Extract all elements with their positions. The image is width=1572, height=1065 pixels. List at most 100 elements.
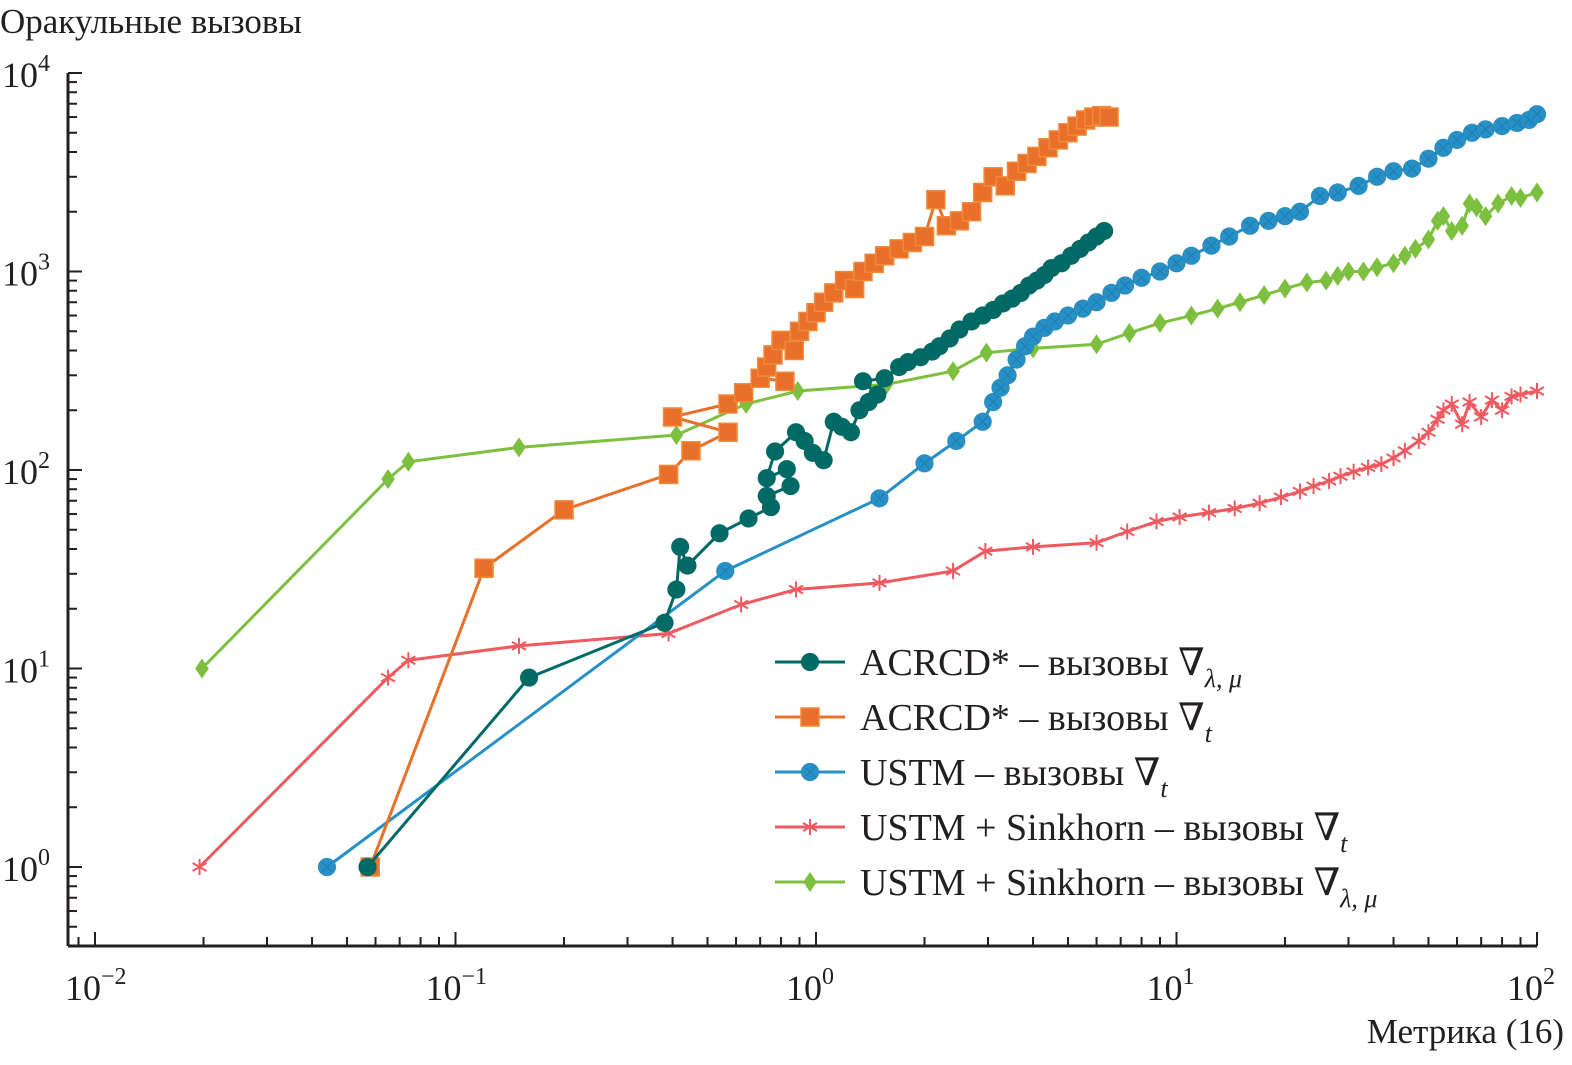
data-point [1494,402,1510,419]
data-point-cross [1496,120,1508,132]
data-point-cross [1406,163,1418,174]
y-tick-base: 10 [2,254,38,294]
data-point [718,394,738,414]
data-point [1356,261,1371,282]
data-point-cross [1062,310,1074,321]
data-point [757,468,777,488]
x-axis-title: Метрика (16) [1366,1012,1564,1051]
data-point-cross [950,435,962,447]
data-point [1462,394,1478,411]
data-point [357,857,377,877]
legend-item: ACRCD* – вызовы ∇t [775,697,1213,748]
data-point [1386,449,1401,466]
legend-label: ACRCD* – вызовы ∇λ, μ [860,642,1242,693]
data-point [380,669,396,686]
legend-label-main: USTM – вызовы ∇ [860,752,1160,794]
data-point-cross [1049,316,1061,327]
data-point-cross [1244,220,1256,232]
data-point [1333,468,1348,485]
data-point [1444,220,1459,241]
data-point-cross [1091,296,1102,308]
data-point-cross [1171,257,1182,269]
data-point [803,872,817,892]
data-point [945,562,961,579]
data-point-cross [1136,272,1147,284]
legend-label-sub: t [1205,719,1213,748]
data-point [1454,416,1470,433]
legend-label-sub: t [1160,774,1168,803]
y-tick-base: 10 [2,452,38,492]
y-tick-base: 10 [2,849,38,889]
data-point-cross [1314,190,1326,202]
data-point [1373,456,1389,473]
y-tick-base: 10 [2,55,38,95]
data-point [733,596,749,613]
data-point [1306,478,1322,495]
series-0 [357,221,1114,877]
data-point [1484,392,1500,409]
data-point [1346,463,1362,480]
data-point-cross [919,457,930,469]
data-point-cross [1531,108,1543,120]
data-point-cross [1011,354,1022,365]
data-point [1273,489,1289,506]
data-point [400,652,416,669]
data-point [381,469,395,490]
data-point [519,668,539,688]
x-tick-exp: 2 [1543,964,1555,990]
data-point [1435,402,1451,419]
legend-label-main: USTM + Sinkhorn – вызовы ∇ [860,862,1340,904]
x-tick-exp: 0 [822,964,834,990]
data-point [195,658,209,679]
data-point [961,201,982,222]
x-tick-label: 101 [1147,964,1195,1008]
data-point [1421,424,1436,441]
data-point [1319,270,1333,291]
data-point [800,707,820,727]
data-point [781,476,801,496]
data-point [655,613,675,633]
data-point [677,556,697,576]
legend-label-main: ACRCD* – вызовы ∇ [860,642,1205,684]
data-point-cross [1263,215,1274,227]
data-point-cross [1154,266,1166,277]
x-tick-exp: −1 [462,964,488,990]
data-point [872,574,887,591]
legend-label-sub: t [1340,829,1348,858]
data-point [1330,265,1345,286]
data-point-cross [321,861,333,873]
data-point [474,558,494,578]
data-point [844,278,865,299]
data-point [1292,483,1308,500]
data-point [841,422,861,442]
data-point [867,385,887,405]
data-point [1094,221,1114,241]
x-tick-exp: 1 [1183,964,1195,990]
series-3 [192,383,1545,875]
x-tick-base: 10 [65,968,101,1008]
data-point [802,819,818,835]
data-point [977,543,993,560]
data-point [1513,187,1528,208]
y-tick-label: 104 [2,51,50,95]
data-point-cross [987,396,999,408]
legend-label: USTM – вызовы ∇t [860,752,1168,803]
data-point [512,437,526,458]
legend-item: USTM + Sinkhorn – вызовы ∇t [775,807,1348,858]
x-tick-label: 100 [786,964,834,1008]
data-point [1122,322,1137,343]
y-tick-exp: 2 [38,448,50,474]
data-point [1278,278,1292,299]
legend-item: USTM – вызовы ∇t [775,752,1168,803]
data-point [554,500,574,520]
data-point-cross [1186,250,1197,262]
data-point [1341,261,1356,282]
data-point [1421,229,1436,250]
data-point [972,182,993,203]
data-point [1436,206,1451,227]
y-tick-exp: 1 [38,647,50,673]
y-tick-exp: 3 [38,250,50,276]
data-point [1386,253,1401,274]
data-point [946,361,960,382]
